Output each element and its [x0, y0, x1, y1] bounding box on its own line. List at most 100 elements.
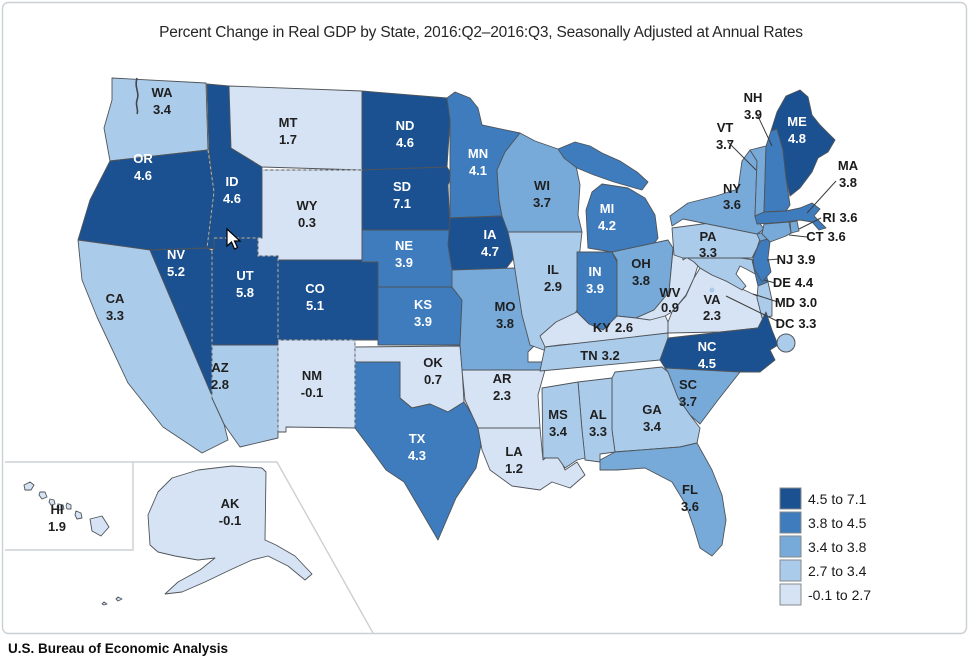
state-label-ia: IA 4.7	[481, 227, 499, 259]
state-label-ne: NE 3.9	[395, 238, 413, 270]
map-border	[1, 1, 968, 635]
state-label-mt: MT 1.7	[279, 115, 298, 147]
callout-label-nh: NH 3.9	[744, 90, 763, 122]
state-label-ky: KY 2.6	[593, 320, 633, 335]
puget-sound-inlet	[135, 77, 139, 115]
callout-line-ma	[806, 180, 837, 214]
legend-label-2: 3.8 to 4.5	[808, 515, 867, 531]
callout-line-dc	[725, 295, 778, 322]
source-attribution: U.S. Bureau of Economic Analysis	[8, 641, 228, 656]
callout-label-nj: NJ 3.9	[777, 252, 816, 267]
state-la[interactable]	[477, 427, 586, 491]
state-label-wy: WY 0.3	[297, 198, 318, 230]
legend-swatch-3	[779, 535, 802, 558]
callout-line-vt	[727, 141, 757, 171]
state-hi[interactable]	[23, 481, 110, 537]
state-label-al: AL 3.3	[589, 407, 607, 439]
state-nj[interactable]	[752, 233, 772, 283]
state-label-nv: NV 5.2	[167, 247, 185, 279]
state-label-mo: MO 3.8	[495, 299, 516, 331]
state-co[interactable]	[277, 259, 379, 341]
state-label-ak: AK -0.1	[219, 496, 241, 528]
state-label-sd: SD 7.1	[393, 179, 411, 211]
legend-swatch-4	[779, 559, 802, 582]
state-label-il: IL 2.9	[544, 262, 562, 294]
state-ri[interactable]	[789, 220, 800, 234]
callout-line-nj	[766, 258, 780, 261]
state-label-mi: MI 4.2	[598, 201, 616, 233]
state-label-va: VA 2.3	[703, 292, 721, 323]
state-label-co: CO 5.1	[305, 281, 325, 313]
legend-label-5: -0.1 to 2.7	[808, 587, 871, 603]
callout-label-ma: MA 3.8	[838, 158, 859, 190]
legend-label-4: 2.7 to 3.4	[808, 563, 867, 579]
state-label-wi: WI 3.7	[533, 178, 551, 210]
legend-label-1: 4.5 to 7.1	[808, 491, 867, 507]
state-label-ok: OK 0.7	[423, 355, 443, 387]
map-title: Percent Change in Real GDP by State, 201…	[159, 24, 803, 41]
dashed-state-borders	[206, 149, 362, 432]
callout-label-ct: CT 3.6	[806, 229, 845, 244]
callout-line-md	[752, 293, 779, 303]
mouse-cursor	[226, 227, 242, 250]
callout-line-de	[763, 279, 776, 284]
state-label-ar: AR 2.3	[493, 371, 512, 403]
state-mt[interactable]	[228, 85, 363, 171]
legend-swatch-1	[779, 487, 802, 510]
callout-label-dc: DC 3.3	[776, 316, 817, 331]
state-label-tn: TN 3.2	[580, 348, 619, 363]
state-ms[interactable]	[541, 381, 586, 469]
state-label-ks: KS 3.9	[414, 297, 432, 329]
state-label-wa: WA 3.4	[152, 85, 174, 117]
state-label-ca: CA 3.3	[106, 291, 125, 323]
state-label-nm: NM -0.1	[301, 368, 323, 400]
callout-line-ct	[788, 234, 808, 238]
state-label-ga: GA 3.4	[642, 402, 662, 434]
state-ct[interactable]	[761, 221, 792, 243]
state-dc-dot[interactable]	[709, 287, 715, 293]
state-label-or: OR 4.6	[133, 151, 153, 183]
state-label-ms: MS 3.4	[548, 407, 568, 439]
callout-label-vt: VT 3.7	[716, 120, 734, 152]
callout-line-nh	[755, 111, 773, 147]
aleutian-islands	[101, 596, 123, 606]
state-label-me: ME 4.8	[787, 114, 807, 146]
dc-circle-marker	[776, 333, 796, 353]
state-me[interactable]	[770, 89, 836, 197]
state-label-nd: ND 4.6	[396, 118, 415, 150]
legend: 4.5 to 7.1 3.8 to 4.5 3.4 to 3.8 2.7 to …	[779, 487, 871, 606]
state-ak[interactable]	[147, 465, 313, 595]
inset-boundary-hi	[5, 462, 134, 551]
state-mi[interactable]	[557, 141, 659, 253]
inset-boundary-ak	[5, 461, 374, 634]
state-label-tx: TX 4.3	[408, 431, 426, 463]
state-fl[interactable]	[599, 442, 727, 557]
state-label-ut: UT 5.8	[236, 268, 254, 300]
state-label-in: IN 3.9	[586, 264, 604, 296]
state-label-ny: NY 3.6	[723, 181, 741, 212]
state-label-oh: OH 3.8	[631, 256, 651, 288]
callout-label-md: MD 3.0	[775, 295, 817, 310]
state-label-la: LA 1.2	[505, 444, 523, 476]
callout-label-ri: RI 3.6	[822, 210, 857, 225]
state-nd[interactable]	[361, 90, 451, 171]
legend-label-3: 3.4 to 3.8	[808, 539, 867, 555]
state-label-id: ID 4.6	[223, 174, 241, 206]
state-label-sc: SC 3.7	[679, 377, 698, 409]
state-label-nc: NC 4.5	[698, 339, 717, 371]
state-label-pa: PA 3.3	[699, 229, 717, 260]
state-label-hi: HI 1.9	[48, 502, 66, 534]
state-label-fl: FL 3.6	[681, 482, 699, 514]
callout-line-ri	[798, 217, 822, 230]
legend-swatch-5	[779, 583, 802, 606]
delmarva-peninsula[interactable]	[756, 281, 773, 319]
callout-label-de: DE 4.4	[773, 275, 814, 290]
state-ma[interactable]	[754, 202, 827, 231]
state-label-mn: MN 4.1	[468, 146, 488, 178]
state-label-wv: WV 0.9	[660, 285, 681, 315]
legend-swatch-2	[779, 511, 802, 534]
state-label-az: AZ 2.8	[211, 360, 229, 392]
state-wi[interactable]	[496, 132, 583, 233]
